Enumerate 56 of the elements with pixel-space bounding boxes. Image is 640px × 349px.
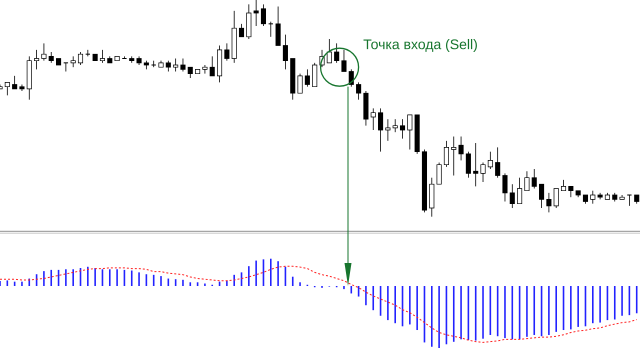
candlestick (12, 75, 18, 90)
candlestick (407, 114, 412, 150)
candlestick (254, 0, 259, 26)
candlestick (385, 118, 390, 142)
candlestick (429, 177, 434, 218)
candlestick (356, 82, 362, 100)
candlestick (458, 136, 464, 161)
candlestick (502, 172, 508, 202)
candlestick (188, 66, 193, 78)
candlestick (63, 62, 69, 72)
candlestick (304, 68, 310, 88)
candlestick (466, 151, 471, 178)
candlestick (282, 34, 288, 70)
candlestick (238, 23, 244, 38)
candlestick (276, 6, 281, 46)
candlestick (400, 118, 406, 140)
candlestick (78, 52, 84, 66)
candlestick (546, 192, 552, 213)
candlestick (100, 49, 106, 64)
candlestick (539, 184, 544, 208)
candlestick (444, 140, 449, 168)
candlestick (326, 38, 332, 64)
candlestick (34, 49, 40, 70)
candlestick (517, 177, 522, 204)
candlestick (334, 42, 340, 64)
candlestick (378, 108, 384, 152)
candlestick (48, 52, 54, 64)
candlestick (436, 162, 442, 185)
candlestick (495, 146, 500, 178)
candlestick (554, 188, 559, 208)
annotation: Точка входа (Sell) (364, 38, 477, 52)
candlestick (298, 73, 303, 94)
candlestick (626, 194, 632, 206)
candlestick (180, 58, 186, 72)
candlestick (568, 186, 574, 198)
candlestick (341, 49, 347, 72)
candlestick (173, 58, 178, 72)
candlestick (224, 42, 230, 62)
candlestick (260, 4, 266, 26)
candlestick (510, 184, 515, 208)
candlestick (488, 151, 493, 170)
candlestick (348, 68, 354, 88)
candlestick (268, 21, 274, 38)
candlestick (560, 179, 566, 192)
candlestick (590, 190, 596, 204)
candlestick (451, 136, 456, 176)
candlestick (4, 82, 10, 96)
candlestick (532, 168, 537, 189)
candlestick (210, 56, 215, 76)
candlestick (312, 62, 318, 88)
candlestick (370, 108, 376, 130)
candlestick (166, 60, 171, 72)
candlestick (246, 4, 252, 40)
candlestick (480, 162, 486, 182)
candlestick (41, 42, 46, 62)
candlestick (524, 170, 530, 192)
